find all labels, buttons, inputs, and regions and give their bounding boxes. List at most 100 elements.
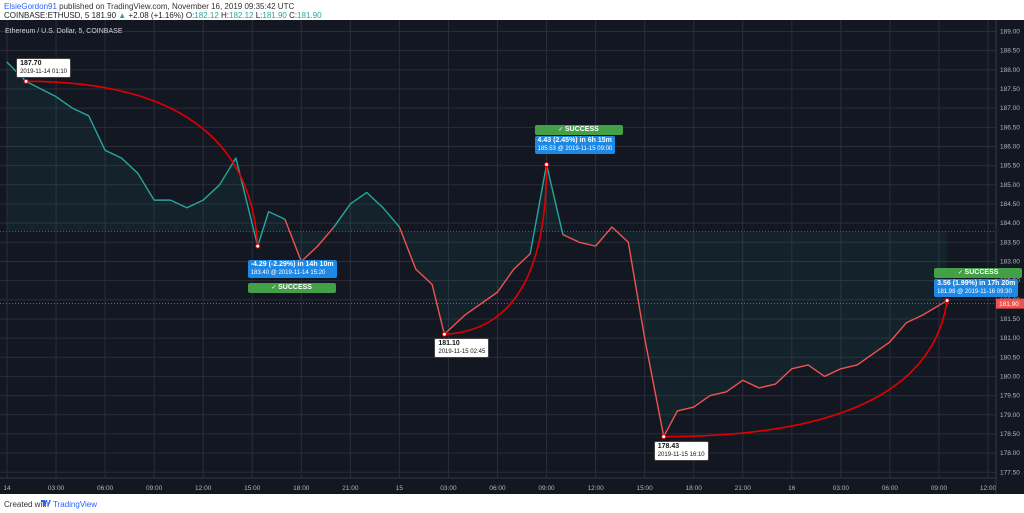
check-icon: ✓: [558, 127, 565, 134]
arc-start-dot: [441, 331, 447, 337]
price-line-segment: [55, 96, 73, 109]
price-line-segment: [257, 211, 270, 247]
price-point: [725, 391, 728, 393]
price-line-segment: [579, 241, 596, 247]
price-line-segment: [873, 341, 891, 355]
price-point: [644, 337, 646, 339]
price-point: [529, 253, 531, 255]
price-point: [496, 291, 499, 293]
published-text: published on TradingView.com, November 1…: [56, 2, 295, 11]
chart-area[interactable]: 189.00 188.50 188.00 187.50 187.00 186.50 186.…: [0, 20, 1024, 494]
tradingview-logo-icon: [41, 500, 51, 506]
x-tick-label: 06:00: [489, 485, 506, 492]
start-price-label: 187.70 2019-11-14 01:10: [16, 58, 71, 79]
measure-change-text: 4.43 (2.45%) in 6h 15m: [537, 137, 612, 145]
price-point: [333, 226, 335, 228]
arc-end-dot: [944, 298, 950, 304]
price-point: [856, 364, 858, 366]
price-line-segment: [824, 368, 842, 378]
x-tick-label: 15:00: [244, 485, 261, 492]
price-point: [889, 341, 891, 343]
start-price-date: 2019-11-15 16:10: [657, 451, 705, 458]
price-line-segment: [709, 391, 727, 397]
x-tick-label: 12:00: [195, 485, 212, 492]
start-price-label: 181.10 2019-11-15 02:45: [434, 338, 490, 359]
price-line-segment: [663, 410, 678, 437]
check-icon: ✓: [271, 285, 279, 292]
price-line-segment: [443, 314, 466, 335]
price-line-segment: [431, 284, 446, 335]
high-label: H:: [221, 11, 229, 20]
measure-detail-text: 181.98 @ 2019-11-16 09:30: [937, 288, 1012, 295]
publish-line: ElsieGordon91 published on TradingView.c…: [4, 2, 294, 11]
success-badge: ✓ SUCCESS: [934, 267, 1023, 278]
start-price-value: 187.70: [20, 60, 42, 68]
last-price: 181.90: [91, 11, 117, 20]
x-tick-label: 06:00: [882, 485, 899, 492]
high-value: 182.12: [229, 11, 254, 20]
x-tick-label: 21:00: [342, 485, 359, 492]
measure-detail-text: 185.53 @ 2019-11-15 09:00: [537, 146, 613, 153]
price-point: [415, 268, 417, 270]
y-tick-label: 178.50: [1000, 431, 1020, 438]
start-price-label: 178.43 2019-11-15 16:10: [653, 440, 709, 461]
arc-start-dot: [661, 434, 667, 440]
x-tick-label: 18:00: [293, 485, 310, 492]
price-point: [823, 375, 826, 378]
price-point: [366, 191, 368, 194]
measure-arc: [444, 164, 548, 336]
y-tick-label: 188.00: [1000, 67, 1020, 74]
price-point: [595, 245, 597, 247]
tradingview-brand[interactable]: TradingView: [53, 500, 98, 509]
success-badge: ✓ SUCCESS: [534, 125, 623, 136]
start-price-date: 2019-11-14 01:10: [20, 69, 67, 76]
x-tick-label: 15: [396, 485, 404, 492]
price-point: [791, 368, 793, 370]
price-line-segment: [268, 210, 286, 220]
price-point: [578, 241, 580, 243]
price-point: [55, 96, 57, 98]
price-line-segment: [202, 184, 221, 201]
price-point: [88, 115, 90, 117]
success-badge: ✓ SUCCESS: [247, 283, 336, 294]
price-point: [398, 226, 400, 228]
x-tick-label: 18:00: [686, 485, 703, 492]
current-price-tag: [996, 298, 1024, 309]
arc-start-dot: [23, 78, 29, 84]
price-line-segment: [922, 299, 948, 316]
arc-end-dot: [255, 243, 261, 249]
symbol-label: COINBASE:ETHUSD, 5: [4, 11, 90, 20]
price-point: [284, 218, 286, 220]
check-icon: ✓: [957, 269, 965, 276]
price-line-segment: [333, 203, 351, 228]
open-label: O:: [185, 11, 195, 20]
success-label: SUCCESS: [278, 284, 312, 292]
price-line-segment: [25, 80, 57, 98]
close-label: C:: [289, 11, 298, 20]
author-link[interactable]: ElsieGordon91: [4, 2, 57, 11]
price-line-segment: [791, 364, 809, 370]
price-point: [758, 387, 760, 389]
x-tick-label: 12:00: [980, 485, 997, 492]
price-line-segment: [137, 172, 155, 201]
price-line-segment: [807, 364, 825, 378]
price-point: [774, 383, 777, 385]
price-point: [513, 268, 515, 270]
y-tick-label: 178.00: [1000, 450, 1020, 457]
baseline-area-fill: [7, 62, 948, 437]
publish-header: ElsieGordon91 published on TradingView.c…: [0, 0, 1024, 20]
y-tick-label: 185.00: [1000, 182, 1020, 189]
price-line-segment: [398, 226, 417, 270]
y-tick-label: 184.50: [1000, 201, 1020, 208]
price-chart[interactable]: 189.00 188.50 188.00 187.50 187.00 186.50 186.…: [0, 20, 1024, 494]
price-line-segment: [677, 406, 694, 412]
measure-result-box: 3.56 (1.99%) in 17h 20m 181.98 @ 2019-11-…: [934, 278, 1019, 297]
price-point: [382, 207, 384, 209]
x-tick-label: 14: [3, 485, 11, 492]
price-line-segment: [774, 368, 793, 385]
x-tick-label: 03:00: [833, 485, 850, 492]
price-line-segment: [300, 245, 319, 262]
price-point: [104, 149, 106, 151]
y-tick-label: 179.00: [1000, 412, 1020, 419]
price-point: [186, 207, 188, 209]
